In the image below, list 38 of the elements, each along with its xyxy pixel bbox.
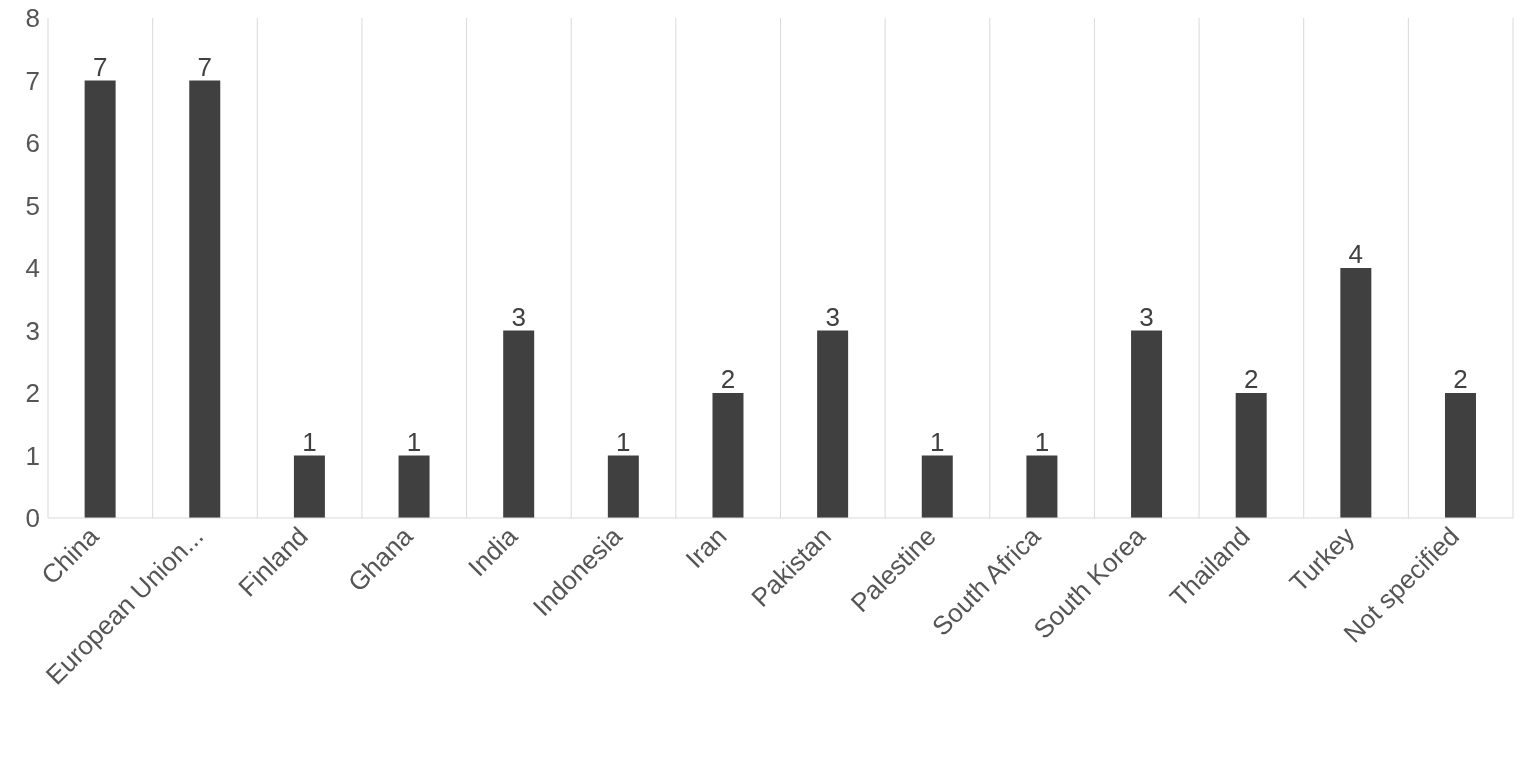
data-label: 1: [1034, 426, 1050, 457]
bar: [1444, 393, 1476, 518]
y-tick-label: 4: [25, 253, 40, 284]
data-label: 2: [1453, 364, 1468, 394]
data-label: 2: [720, 364, 736, 394]
data-label: 3: [825, 301, 840, 332]
y-tick-label: 1: [25, 440, 40, 471]
data-label: 2: [1243, 364, 1259, 394]
data-label: 3: [511, 301, 526, 332]
data-label: 4: [1348, 239, 1364, 269]
data-label: 1: [616, 426, 631, 457]
data-label: 1: [302, 426, 317, 457]
data-label: 7: [92, 51, 108, 82]
y-tick-label: 2: [25, 378, 40, 409]
bar: [293, 455, 325, 518]
bar: [1026, 455, 1058, 518]
bar: [189, 80, 221, 518]
bar: [398, 455, 430, 518]
x-tick-label: Iran: [679, 521, 733, 574]
y-tick-label: 3: [25, 315, 40, 346]
data-label: 3: [1139, 301, 1154, 332]
bar: [1235, 393, 1267, 518]
bar: [607, 455, 639, 518]
y-tick-label: 8: [25, 3, 40, 34]
data-label: 7: [197, 51, 212, 82]
bar: [921, 455, 953, 518]
bar: [1340, 268, 1372, 518]
y-tick-label: 6: [25, 128, 40, 159]
y-tick-label: 0: [25, 503, 40, 534]
y-tick-label: 7: [25, 65, 40, 96]
bar: [1131, 330, 1163, 518]
y-tick-label: 5: [25, 190, 40, 221]
bar: [84, 80, 116, 518]
bar: [817, 330, 849, 518]
data-label: 1: [930, 426, 945, 457]
bar: [503, 330, 535, 518]
bar: [712, 393, 744, 518]
data-label: 1: [406, 426, 422, 457]
